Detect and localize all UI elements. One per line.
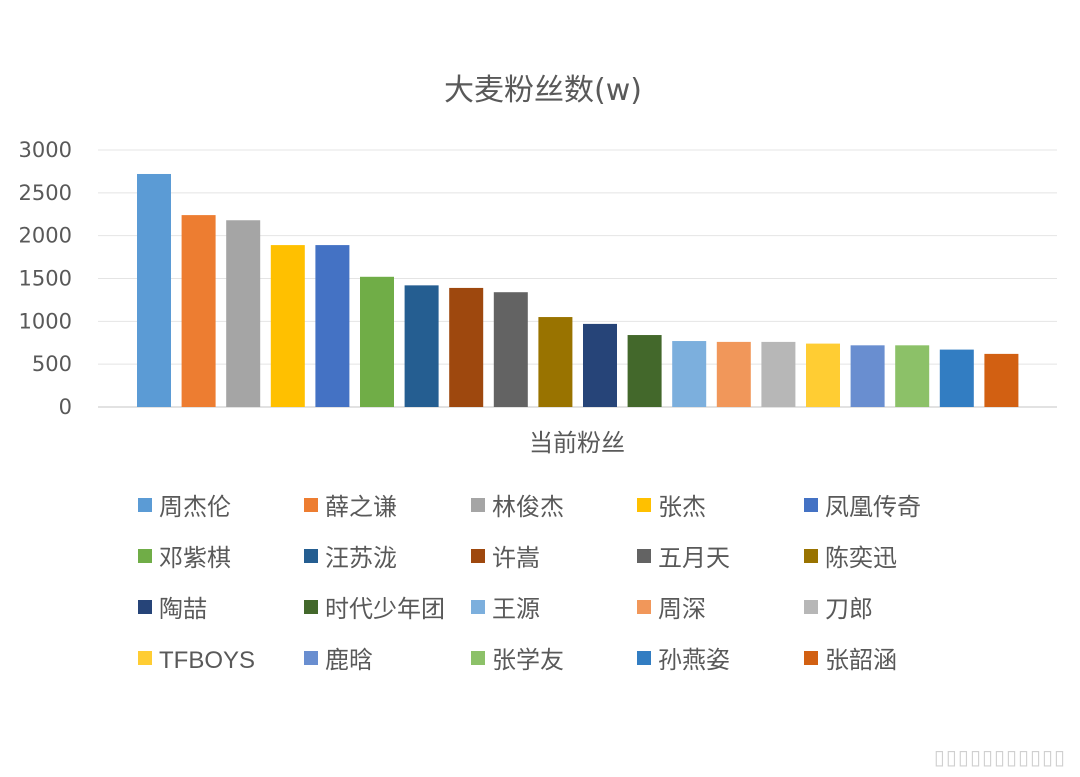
legend-label: 鹿晗 bbox=[325, 646, 373, 674]
legend-label: 张韶涵 bbox=[825, 646, 897, 674]
bar-11 bbox=[583, 323, 617, 407]
bars bbox=[137, 173, 1019, 407]
legend-swatch bbox=[637, 549, 651, 563]
chart-title: 大麦粉丝数(w) bbox=[444, 73, 642, 108]
bar-7 bbox=[404, 285, 439, 407]
legend-label: 邓紫棋 bbox=[159, 544, 231, 572]
legend-label: 周杰伦 bbox=[159, 493, 231, 521]
legend-swatch bbox=[804, 549, 818, 563]
legend-label: 孙燕姿 bbox=[658, 646, 730, 674]
y-tick-label: 0 bbox=[59, 395, 72, 419]
legend-item: TFBOYS bbox=[138, 647, 255, 674]
legend-swatch bbox=[804, 498, 818, 512]
legend-swatch bbox=[138, 498, 152, 512]
legend-swatch bbox=[637, 498, 651, 512]
legend-item: 汪苏泷 bbox=[304, 544, 397, 572]
legend-item: 孙燕姿 bbox=[637, 646, 730, 674]
bar-19 bbox=[939, 349, 974, 407]
legend-label: 张学友 bbox=[492, 646, 564, 674]
bar-3 bbox=[226, 220, 261, 407]
legend-swatch bbox=[637, 651, 651, 665]
bar-16 bbox=[806, 343, 840, 407]
legend-swatch bbox=[471, 600, 485, 614]
legend-item: 邓紫棋 bbox=[138, 544, 231, 572]
legend-item: 许嵩 bbox=[471, 544, 540, 572]
legend-label: 五月天 bbox=[658, 544, 730, 572]
legend-item: 周深 bbox=[637, 595, 706, 623]
legend-item: 刀郎 bbox=[804, 595, 873, 623]
legend-item: 陶喆 bbox=[138, 595, 207, 623]
legend-swatch bbox=[304, 600, 318, 614]
legend-swatch bbox=[471, 549, 485, 563]
bar-10 bbox=[538, 317, 573, 407]
bar-18 bbox=[895, 345, 930, 407]
x-category-label: 当前粉丝 bbox=[529, 429, 625, 457]
legend-swatch bbox=[471, 498, 485, 512]
legend-item: 王源 bbox=[471, 595, 540, 623]
bar-9 bbox=[493, 292, 528, 407]
bar-20 bbox=[984, 353, 1019, 407]
bar-12 bbox=[627, 335, 662, 407]
legend-item: 张学友 bbox=[471, 646, 564, 674]
bar-4 bbox=[270, 245, 305, 407]
legend-label: 薛之谦 bbox=[325, 493, 397, 521]
y-tick-label: 500 bbox=[32, 352, 72, 376]
y-tick-label: 2500 bbox=[19, 181, 72, 205]
legend-label: 许嵩 bbox=[492, 544, 540, 572]
watermark: ▯▯▯▯▯▯▯▯▯▯▯ bbox=[933, 745, 1066, 769]
y-tick-label: 1000 bbox=[19, 309, 72, 333]
legend-item: 薛之谦 bbox=[304, 493, 397, 521]
legend-item: 张韶涵 bbox=[804, 646, 897, 674]
legend-item: 凤凰传奇 bbox=[804, 493, 921, 521]
legend-item: 林俊杰 bbox=[471, 493, 564, 521]
bar-14 bbox=[716, 341, 751, 407]
legend-swatch bbox=[304, 549, 318, 563]
bar-8 bbox=[449, 287, 484, 407]
bar-17 bbox=[850, 345, 885, 407]
legend-swatch bbox=[138, 549, 152, 563]
legend-swatch bbox=[304, 651, 318, 665]
legend-label: 汪苏泷 bbox=[325, 544, 397, 572]
legend-item: 陈奕迅 bbox=[804, 544, 897, 572]
legend-swatch bbox=[804, 651, 818, 665]
legend-item: 张杰 bbox=[637, 493, 706, 521]
legend-label: 凤凰传奇 bbox=[825, 493, 921, 521]
bar-6 bbox=[360, 276, 394, 407]
bar-5 bbox=[315, 245, 350, 407]
legend-label: TFBOYS bbox=[159, 647, 255, 674]
bar-2 bbox=[181, 215, 216, 407]
legend-swatch bbox=[138, 651, 152, 665]
legend-label: 周深 bbox=[658, 595, 706, 623]
y-tick-label: 3000 bbox=[19, 138, 72, 162]
legend-label: 刀郎 bbox=[825, 595, 873, 623]
legend-label: 张杰 bbox=[658, 493, 706, 521]
legend-swatch bbox=[471, 651, 485, 665]
legend-label: 陈奕迅 bbox=[825, 544, 897, 572]
legend-label: 陶喆 bbox=[159, 595, 207, 623]
legend-swatch bbox=[804, 600, 818, 614]
legend-item: 鹿晗 bbox=[304, 646, 373, 674]
legend-label: 时代少年团 bbox=[325, 595, 445, 623]
legend-label: 林俊杰 bbox=[492, 493, 564, 521]
bar-13 bbox=[672, 341, 707, 407]
legend-swatch bbox=[304, 498, 318, 512]
legend-label: 王源 bbox=[492, 595, 540, 623]
y-tick-label: 1500 bbox=[19, 267, 72, 291]
legend-swatch bbox=[138, 600, 152, 614]
legend-item: 周杰伦 bbox=[138, 493, 231, 521]
legend-swatch bbox=[637, 600, 651, 614]
y-tick-label: 2000 bbox=[19, 224, 72, 248]
bar-15 bbox=[761, 341, 796, 407]
legend-item: 时代少年团 bbox=[304, 595, 445, 623]
legend-item: 五月天 bbox=[637, 544, 730, 572]
bar-1 bbox=[137, 173, 171, 407]
y-axis-ticks: 0 500 1000 1500 2000 2500 3000 bbox=[19, 138, 72, 419]
